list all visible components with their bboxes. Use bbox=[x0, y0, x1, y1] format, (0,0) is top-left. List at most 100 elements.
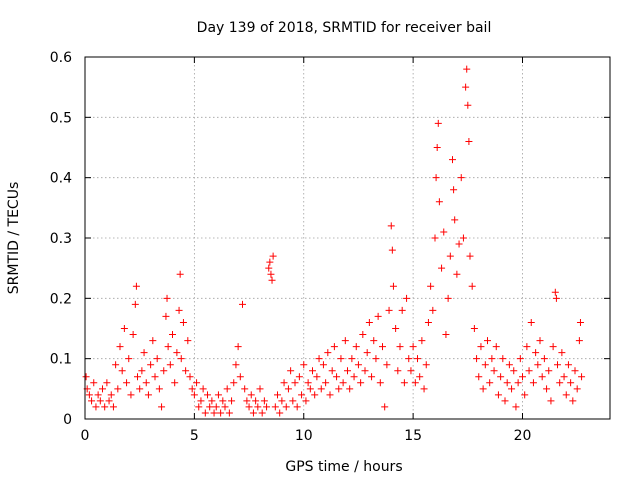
data-point bbox=[440, 228, 448, 236]
data-point bbox=[274, 391, 281, 399]
x-tick-label: 20 bbox=[514, 428, 532, 444]
data-point bbox=[532, 349, 540, 357]
data-point bbox=[120, 325, 128, 332]
data-point bbox=[381, 403, 389, 411]
data-point bbox=[266, 258, 274, 266]
data-point bbox=[271, 403, 279, 411]
data-point bbox=[243, 397, 251, 405]
data-point bbox=[527, 318, 535, 326]
data-point bbox=[569, 397, 577, 405]
data-point bbox=[123, 379, 131, 387]
data-point bbox=[387, 222, 395, 230]
data-point bbox=[348, 355, 356, 363]
data-point bbox=[455, 240, 463, 248]
data-point bbox=[492, 343, 500, 351]
data-point bbox=[269, 252, 277, 260]
data-point bbox=[241, 385, 249, 393]
data-point bbox=[418, 337, 426, 345]
data-point bbox=[444, 294, 452, 302]
data-point bbox=[162, 312, 170, 320]
data-point bbox=[400, 379, 408, 387]
x-tick-label: 10 bbox=[295, 428, 313, 444]
data-point bbox=[534, 361, 542, 369]
data-point bbox=[435, 198, 443, 206]
data-point bbox=[85, 391, 93, 399]
data-point bbox=[223, 385, 231, 393]
data-point bbox=[433, 144, 441, 151]
data-point bbox=[560, 373, 568, 381]
data-point bbox=[92, 403, 100, 411]
data-point bbox=[465, 137, 473, 145]
x-axis-label: GPS time / hours bbox=[285, 459, 402, 475]
data-point bbox=[252, 397, 260, 405]
data-point bbox=[405, 355, 413, 363]
data-point bbox=[267, 270, 275, 278]
data-point bbox=[464, 101, 472, 109]
data-point bbox=[446, 252, 454, 260]
data-point bbox=[197, 397, 205, 405]
data-point bbox=[357, 379, 365, 387]
data-point bbox=[94, 391, 102, 399]
data-point bbox=[490, 367, 498, 375]
data-point bbox=[536, 337, 544, 345]
data-point bbox=[230, 379, 238, 387]
data-point bbox=[173, 349, 181, 357]
data-point bbox=[144, 391, 152, 399]
data-point bbox=[388, 246, 396, 254]
data-point bbox=[263, 403, 271, 411]
data-point bbox=[552, 294, 560, 302]
data-point bbox=[497, 373, 505, 381]
data-point bbox=[551, 288, 559, 296]
data-point bbox=[432, 174, 440, 182]
data-point bbox=[147, 361, 155, 369]
data-point bbox=[289, 397, 297, 405]
data-point bbox=[315, 355, 323, 363]
data-point bbox=[473, 355, 481, 363]
data-point bbox=[149, 337, 157, 345]
data-point bbox=[219, 397, 227, 405]
data-point bbox=[576, 318, 584, 326]
data-point bbox=[118, 367, 126, 375]
data-point bbox=[212, 403, 220, 411]
data-point bbox=[164, 343, 172, 351]
x-tick-label: 15 bbox=[404, 428, 422, 444]
data-point bbox=[481, 361, 489, 369]
x-tick-label: 5 bbox=[190, 428, 199, 444]
data-point bbox=[199, 385, 207, 393]
data-point bbox=[547, 397, 555, 405]
data-point bbox=[131, 300, 139, 308]
data-point bbox=[376, 379, 384, 387]
y-tick-label: 0.4 bbox=[50, 171, 72, 187]
data-point bbox=[330, 343, 338, 351]
data-point bbox=[422, 361, 430, 369]
data-point bbox=[171, 379, 179, 387]
data-point bbox=[501, 397, 509, 405]
y-tick-label: 0.3 bbox=[50, 231, 72, 247]
data-point bbox=[265, 264, 273, 272]
data-point bbox=[247, 391, 255, 399]
data-point bbox=[232, 361, 240, 369]
data-point bbox=[385, 306, 393, 314]
data-point bbox=[268, 276, 276, 284]
data-point bbox=[508, 385, 516, 393]
data-point bbox=[420, 385, 428, 393]
data-point bbox=[466, 252, 474, 260]
data-point bbox=[140, 349, 148, 357]
data-point bbox=[431, 234, 439, 242]
data-point bbox=[300, 361, 308, 369]
data-point bbox=[434, 119, 442, 127]
data-point bbox=[210, 409, 218, 417]
data-point bbox=[457, 174, 465, 182]
data-point bbox=[449, 156, 456, 164]
data-point bbox=[549, 343, 557, 351]
data-point bbox=[142, 379, 150, 387]
data-point bbox=[101, 403, 109, 411]
data-point bbox=[176, 270, 184, 278]
data-point bbox=[166, 361, 174, 369]
data-point bbox=[284, 385, 292, 393]
data-point bbox=[516, 355, 524, 363]
data-point bbox=[337, 355, 345, 363]
data-point bbox=[309, 367, 316, 375]
data-point bbox=[204, 391, 211, 399]
data-point bbox=[201, 409, 209, 417]
